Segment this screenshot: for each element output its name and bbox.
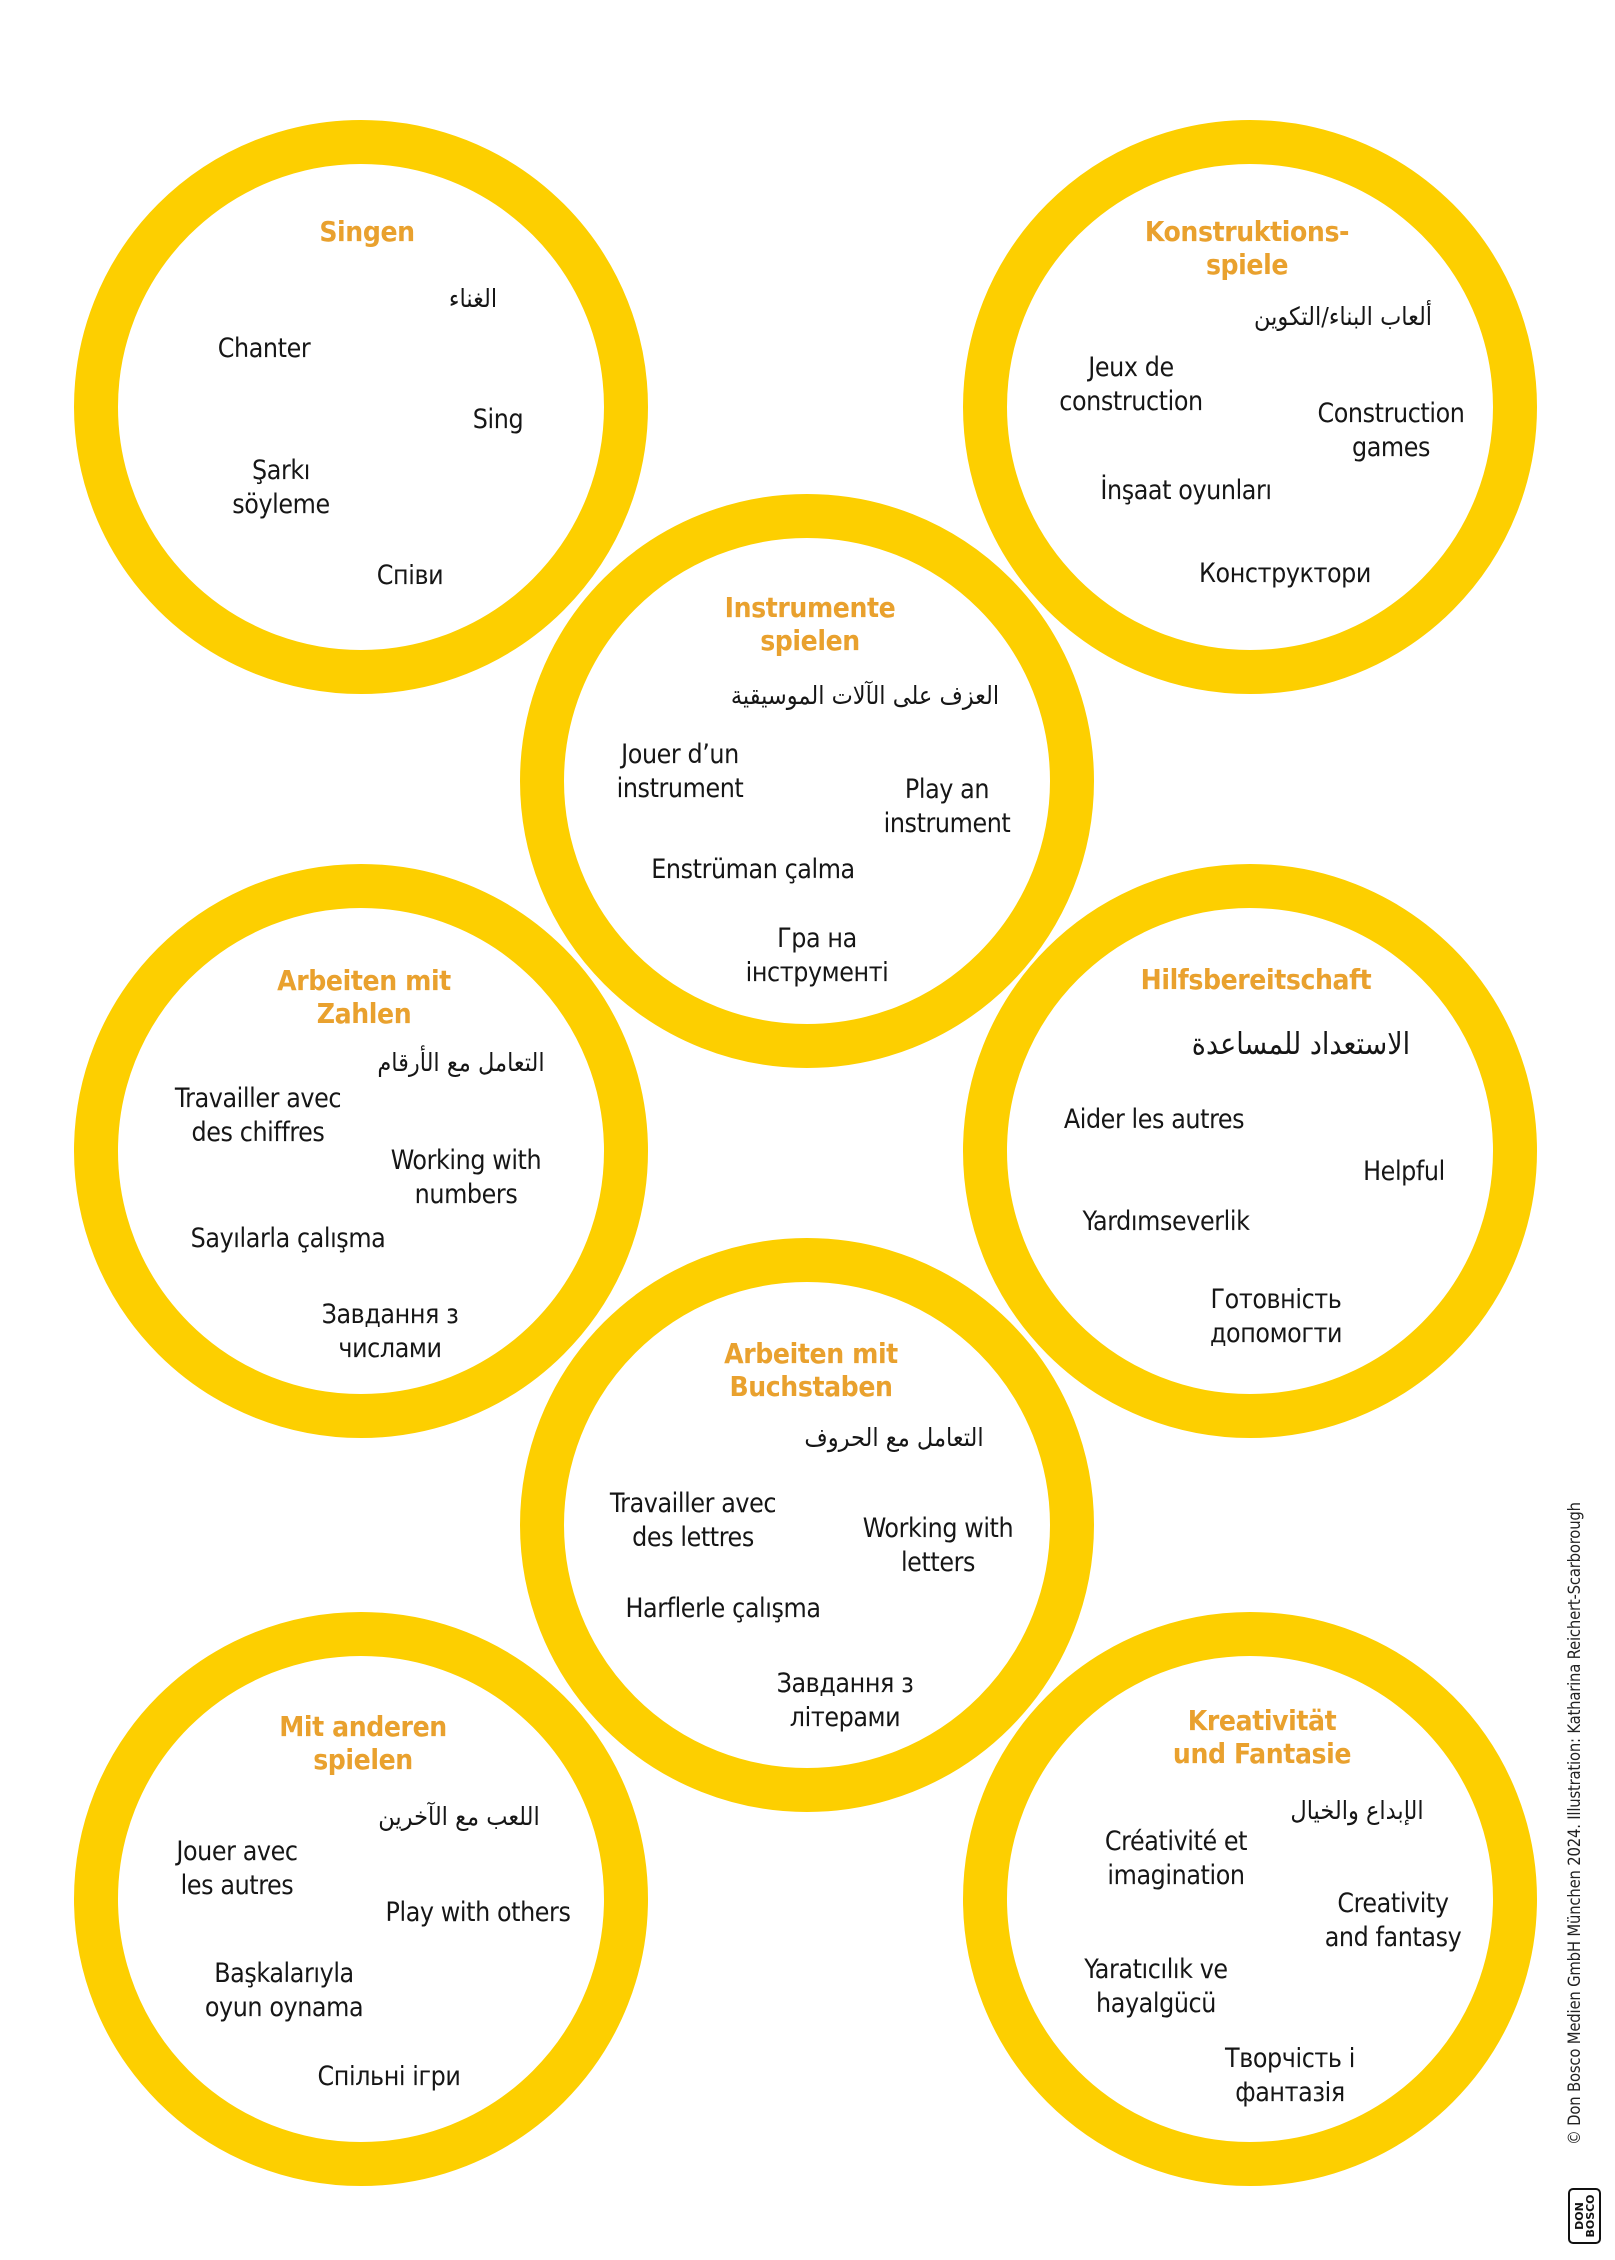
english-label: Play an instrument: [883, 774, 1011, 839]
circle-title: Mit anderen spielen: [279, 1710, 447, 1776]
turkish-label: Enstrüman çalma: [651, 854, 855, 885]
english-label: Helpful: [1363, 1156, 1445, 1187]
ukrainian-label: Творчість і фантазія: [1225, 2043, 1355, 2108]
circle-title: Konstruktions- spiele: [1144, 215, 1350, 281]
don-bosco-logo: DON BOSCO: [1568, 2188, 1601, 2244]
arabic-label: الإبداع والخيال: [1290, 1796, 1424, 1825]
circle-title: Instrumente spielen: [724, 591, 896, 657]
arabic-label: العزف على الآلات الموسيقية: [730, 681, 1000, 710]
turkish-label: Yardımseverlik: [1082, 1206, 1250, 1237]
circle-hilfsbereitschaft: [963, 864, 1537, 1438]
turkish-label: İnşaat oyunları: [1100, 475, 1272, 506]
circle-title: Singen: [319, 215, 415, 248]
circle-title: Arbeiten mit Buchstaben: [724, 1337, 898, 1403]
ukrainian-label: Завдання з числами: [321, 1299, 459, 1364]
english-label: Construction games: [1317, 398, 1465, 463]
turkish-label: Başkalarıyla oyun oynama: [204, 1958, 364, 2023]
circle-singen: [74, 120, 648, 694]
arabic-label: الغناء: [448, 284, 498, 313]
turkish-label: Yaratıcılık ve hayalgücü: [1084, 1954, 1228, 2019]
logo-text: DON BOSCO: [1572, 2194, 1597, 2238]
english-label: Working with letters: [862, 1513, 1014, 1578]
circle-title: Hilfsbereitschaft: [1140, 963, 1372, 996]
circle-title: Kreativität und Fantasie: [1172, 1704, 1352, 1770]
turkish-label: Harflerle çalışma: [625, 1593, 821, 1624]
english-label: Working with numbers: [390, 1145, 542, 1210]
ukrainian-label: Співи: [376, 560, 444, 591]
english-label: Creativity and fantasy: [1324, 1888, 1462, 1953]
ukrainian-label: Готовність допомогти: [1209, 1284, 1343, 1349]
copyright-credit: © Don Bosco Medien GmbH München 2024. Il…: [1565, 1502, 1584, 2145]
arabic-label: التعامل مع الأرقام: [377, 1048, 545, 1077]
arabic-label: التعامل مع الحروف: [804, 1423, 984, 1452]
english-label: Sing: [472, 404, 524, 435]
circle-title: Arbeiten mit Zahlen: [277, 964, 451, 1030]
arabic-label: الاستعداد للمساعدة: [1191, 1027, 1411, 1062]
ukrainian-label: Конструктори: [1198, 558, 1372, 589]
ukrainian-label: Гра на інструменті: [745, 923, 889, 988]
french-label: Créativité et imagination: [1104, 1826, 1248, 1891]
french-label: Chanter: [217, 333, 311, 364]
french-label: Jouer d’un instrument: [616, 739, 744, 804]
french-label: Jeux de construction: [1059, 352, 1203, 417]
turkish-label: Sayılarla çalışma: [190, 1223, 386, 1254]
ukrainian-label: Спільні ігри: [317, 2061, 461, 2092]
turkish-label: Şarkı söyleme: [232, 455, 330, 520]
arabic-label: ألعاب البناء/التكوين: [1253, 302, 1433, 331]
french-label: Travailler avec des chiffres: [174, 1083, 342, 1148]
ukrainian-label: Завдання з літерами: [776, 1668, 914, 1733]
french-label: Aider les autres: [1063, 1104, 1245, 1135]
french-label: Travailler avec des lettres: [609, 1488, 777, 1553]
arabic-label: اللعب مع الآخرين: [378, 1802, 540, 1831]
english-label: Play with others: [385, 1897, 571, 1928]
french-label: Jouer avec les autres: [176, 1836, 298, 1901]
